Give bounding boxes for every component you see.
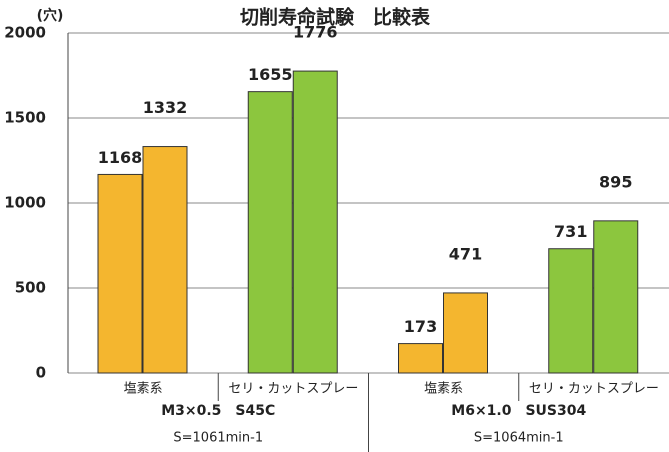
x-tick-label: 塩素系 <box>124 382 163 397</box>
value-label: 731 <box>554 222 587 241</box>
bar <box>292 70 338 374</box>
y-tick-label: 500 <box>15 279 46 297</box>
bar <box>142 146 188 374</box>
group-speed: S=1064min-1 <box>474 431 564 446</box>
bar <box>548 248 594 374</box>
y-tick-label: 0 <box>36 364 46 382</box>
bar <box>443 292 488 374</box>
group-speed: S=1061min-1 <box>173 431 263 446</box>
value-label: 1655 <box>248 65 293 84</box>
value-label: 1776 <box>293 23 338 42</box>
bar <box>398 343 443 374</box>
value-label: 173 <box>404 317 437 336</box>
bar <box>97 173 143 374</box>
bar <box>247 91 293 374</box>
chart-title: 切削寿命試験 比較表 <box>240 6 431 29</box>
value-label: 895 <box>599 172 632 191</box>
y-unit: (穴) <box>37 7 64 24</box>
y-tick-label: 1000 <box>4 194 46 212</box>
bar <box>593 220 639 374</box>
x-tick-label: セリ・カットスプレー <box>529 382 659 397</box>
x-tick-label: セリ・カットスプレー <box>228 382 358 397</box>
value-label: 471 <box>449 244 482 263</box>
x-tick-label: 塩素系 <box>424 382 463 397</box>
y-tick-label: 1500 <box>4 109 46 127</box>
value-label: 1332 <box>143 98 188 117</box>
value-label: 1168 <box>98 148 143 167</box>
group-label: M6×1.0 SUS304 <box>451 403 586 419</box>
y-tick-label: 2000 <box>4 24 46 42</box>
group-label: M3×0.5 S45C <box>161 403 275 419</box>
